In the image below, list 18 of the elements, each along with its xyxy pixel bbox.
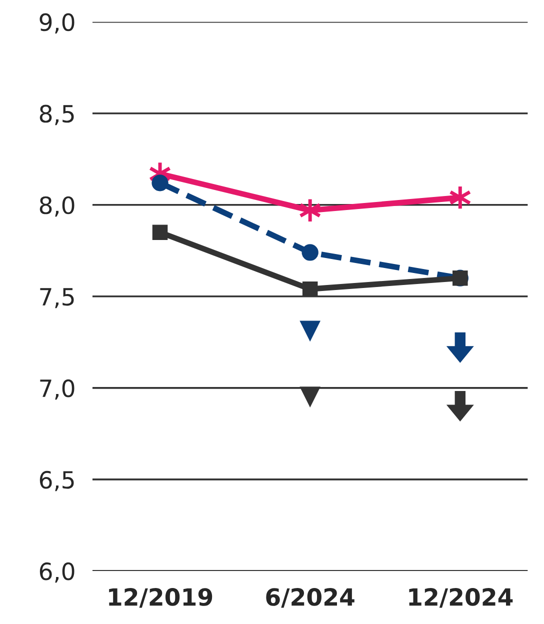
point (152, 224, 168, 240)
point (446, 332, 474, 363)
point (300, 320, 320, 342)
x-tick-label: 12/2019 (109, 588, 212, 608)
x-tick-label: 6/2024 (266, 588, 354, 608)
y-tick-label: 9,0 (40, 13, 74, 34)
point (300, 386, 320, 408)
point (302, 244, 318, 261)
y-tick-label: 7,5 (40, 288, 74, 308)
y-tick-label: 6,0 (40, 562, 74, 583)
y-tick-label: 8,5 (40, 104, 74, 126)
y-tick-label: 8,0 (40, 196, 74, 217)
point (302, 281, 318, 297)
y-tick-label: 6,5 (40, 470, 74, 492)
y-tick-label: 7,0 (40, 379, 74, 400)
point (152, 174, 168, 192)
point (446, 390, 474, 422)
x-tick-label: 12/2024 (409, 588, 513, 608)
